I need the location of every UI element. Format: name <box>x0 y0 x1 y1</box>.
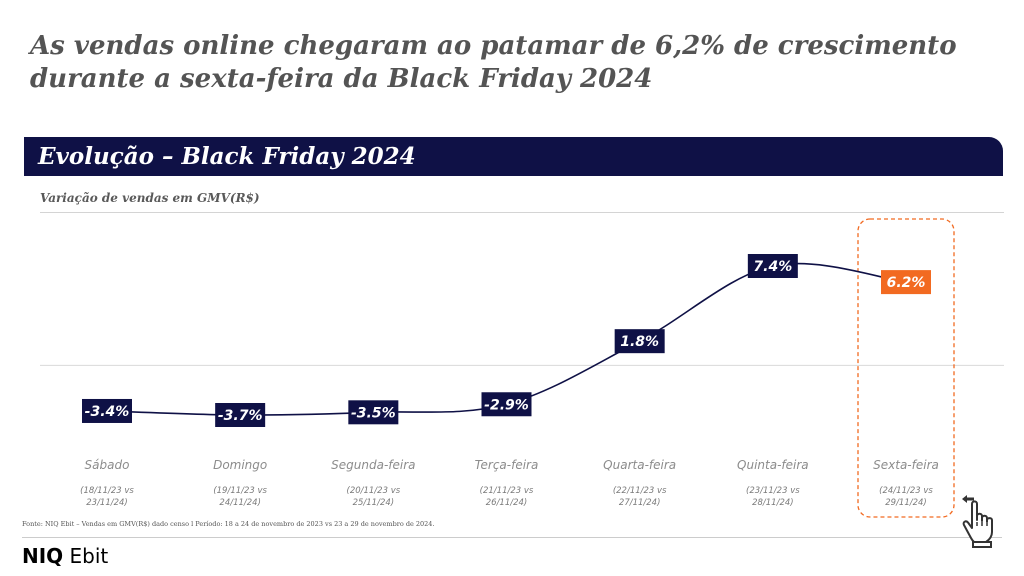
data-label-3: -2.9% <box>484 397 529 413</box>
data-point-1 <box>215 403 266 427</box>
period-label-2-1: 25/11/24) <box>353 498 395 508</box>
period-label-1-1: 24/11/24) <box>219 498 261 508</box>
period-label-0-0: (18/11/23 vs <box>80 486 134 496</box>
banner-title: Evolução – Black Friday 2024 <box>38 143 416 170</box>
data-label-6: 6.2% <box>887 275 926 291</box>
page-title: As vendas online chegaram ao patamar de … <box>30 30 1020 96</box>
period-label-3-1: 26/11/24) <box>486 498 528 508</box>
title-line-2: durante a sexta-feira da Black Friday 20… <box>30 64 653 94</box>
data-point-6 <box>881 270 931 295</box>
period-label-3-0: (21/11/23 vs <box>480 486 534 496</box>
data-point-0 <box>82 398 132 423</box>
data-point-2 <box>348 400 399 425</box>
highlight-frame <box>857 218 955 518</box>
title-line-1: As vendas online chegaram ao patamar de … <box>30 31 957 61</box>
period-label-6-1: 29/11/24) <box>885 498 927 508</box>
category-label-0: Sábado <box>85 458 130 472</box>
category-label-6: Sexta-feira <box>873 458 939 472</box>
section-banner: Evolução – Black Friday 2024 <box>24 137 1003 176</box>
category-label-4: Quarta-feira <box>603 458 676 472</box>
category-label-2: Segunda-feira <box>331 458 415 472</box>
source-note: Fonte: NIQ Ebit – Vendas em GMV(R$) dado… <box>22 520 435 528</box>
data-label-5: 7.4% <box>753 259 792 275</box>
data-point-3 <box>481 392 532 417</box>
category-label-3: Terça-feira <box>475 458 539 472</box>
data-label-2: -3.5% <box>351 405 396 421</box>
period-label-2-0: (20/11/23 vs <box>347 486 401 496</box>
period-label-5-1: 28/11/24) <box>752 498 794 508</box>
chart-subtitle: Variação de vendas em GMV(R$) <box>40 191 260 205</box>
category-label-5: Quinta-feira <box>737 458 809 472</box>
period-label-5-0: (23/11/23 vs <box>746 486 800 496</box>
data-label-0: -3.4% <box>85 404 130 420</box>
logo-part-ebit: Ebit <box>63 544 109 568</box>
category-label-1: Domingo <box>213 458 267 472</box>
period-label-4-0: (22/11/23 vs <box>613 486 667 496</box>
logo-part-niq: NIQ <box>22 544 64 568</box>
niq-ebit-logo: NIQ Ebit <box>22 544 108 568</box>
data-point-5 <box>747 254 798 278</box>
data-label-1: -3.7% <box>218 408 263 424</box>
data-label-4: 1.8% <box>620 334 659 350</box>
period-label-6-0: (24/11/23 vs <box>879 486 933 496</box>
period-label-4-1: 27/11/24) <box>619 498 661 508</box>
period-label-1-0: (19/11/23 vs <box>213 486 267 496</box>
footer-divider <box>22 537 1002 538</box>
period-label-0-1: 23/11/24) <box>86 498 128 508</box>
subtitle-divider <box>40 212 1004 213</box>
hand-pointer-icon <box>962 495 993 548</box>
data-point-4 <box>614 329 665 354</box>
